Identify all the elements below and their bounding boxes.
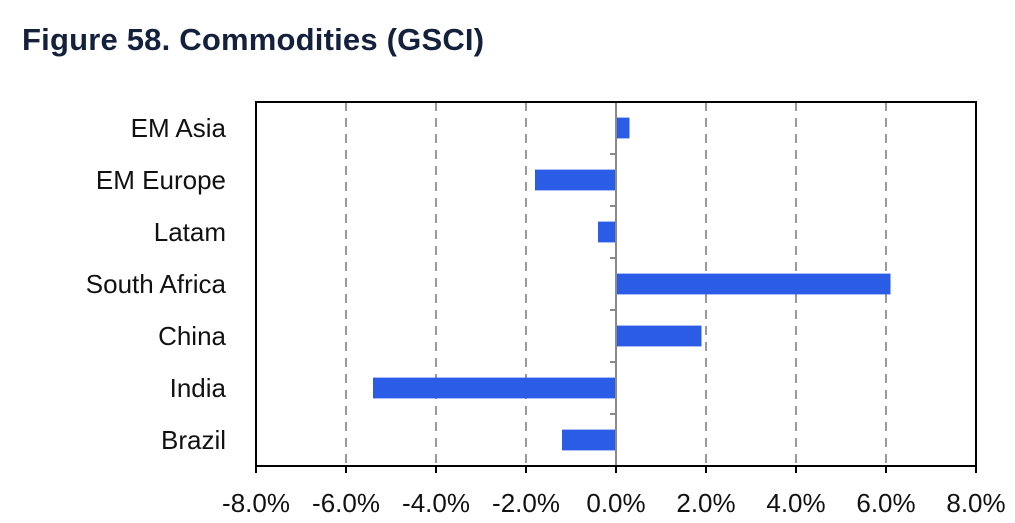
category-label: Latam (154, 217, 226, 247)
category-label: Brazil (161, 425, 226, 455)
category-labels: EM Asia EM Europe Latam South Africa China In… (86, 113, 227, 455)
x-tick-label: 6.0% (856, 488, 915, 518)
category-label: EM Europe (96, 165, 226, 195)
x-tick-label: -4.0% (402, 488, 470, 518)
bar-latam (598, 221, 616, 243)
category-label: EM Asia (131, 113, 227, 143)
bar-brazil (562, 429, 616, 451)
x-tick-label: -6.0% (312, 488, 380, 518)
category-label: China (158, 321, 226, 351)
x-tick-label: 2.0% (676, 488, 735, 518)
x-tick-labels: -8.0% -6.0% -4.0% -2.0% 0.0% 2.0% 4.0% 6.0% 8.0% (222, 488, 1006, 518)
x-tick-label: -2.0% (492, 488, 560, 518)
category-label: India (170, 373, 227, 403)
bar-india (373, 377, 616, 399)
x-tick-label: 4.0% (766, 488, 825, 518)
x-tick-label: -8.0% (222, 488, 290, 518)
chart-title: Figure 58. Commodities (GSCI) (22, 22, 485, 57)
axes (255, 101, 977, 473)
bar-em-europe (535, 169, 616, 191)
bar-em-asia (616, 117, 630, 139)
x-tick-label: 0.0% (586, 488, 645, 518)
bars (373, 117, 891, 451)
category-label: South Africa (86, 269, 227, 299)
x-tick-label: 8.0% (946, 488, 1005, 518)
bar-south-africa (616, 273, 891, 295)
bar-china (616, 325, 702, 347)
